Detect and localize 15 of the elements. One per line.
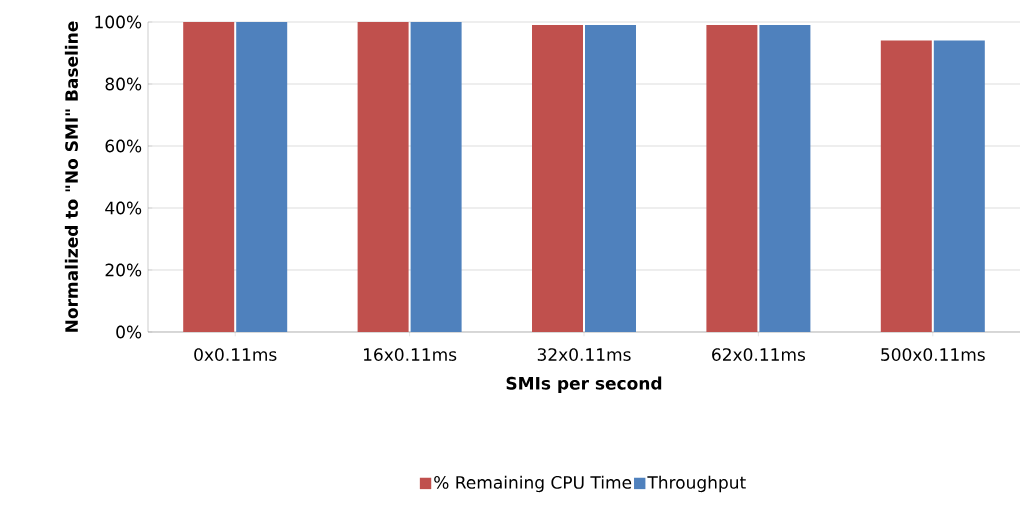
x-tick-label: 16x0.11ms — [363, 348, 457, 361]
x-axis-title: SMIs per second — [506, 376, 662, 393]
legend-label: Throughput — [647, 475, 746, 493]
y-tick-label: 100% — [95, 15, 142, 29]
x-tick-label: 0x0.11ms — [194, 348, 277, 361]
y-axis-title: Normalized to "No SMI" Baseline — [64, 21, 78, 332]
y-tick-label: 40% — [105, 201, 142, 215]
x-tick-label: 500x0.11ms — [881, 348, 985, 361]
x-tick-label: 32x0.11ms — [537, 348, 631, 361]
y-tick-label: 60% — [105, 139, 142, 153]
y-tick-label: 80% — [105, 77, 142, 91]
y-tick-label: 0% — [116, 325, 142, 339]
legend-label: % Remaining CPU Time — [434, 475, 632, 493]
x-tick-label: 62x0.11ms — [712, 348, 806, 361]
y-tick-label: 20% — [105, 263, 142, 277]
